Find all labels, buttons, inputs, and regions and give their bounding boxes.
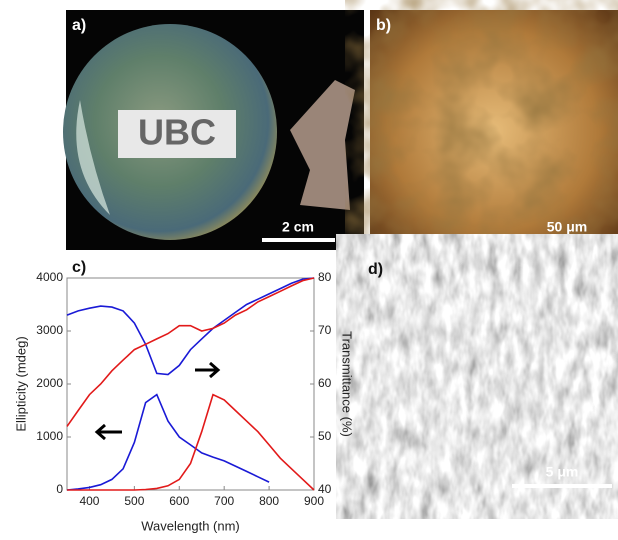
chart: 400 500 600 700 800 900 0 1000 2000 3000 4000 40 50 6…	[13, 270, 354, 533]
page: UBC a) 2 cm b) 50 μm d) 5 μm c) 40050060…	[0, 0, 618, 540]
y2-tick-label: 60	[318, 376, 332, 390]
y2-tick-label: 70	[318, 323, 332, 337]
x-tick-label: 700	[214, 494, 234, 508]
y2-tick-label: 40	[318, 482, 332, 496]
scale-bar-label: 5 μm	[546, 464, 579, 480]
y2-tick-label: 50	[318, 429, 332, 443]
scale-bar-label: 50 μm	[547, 219, 587, 235]
arrow-left	[97, 425, 122, 439]
x-axis-label: Wavelength (nm)	[141, 518, 240, 533]
series-line	[67, 278, 314, 426]
y-tick-label: 3000	[36, 323, 63, 337]
y-tick-label: 2000	[36, 376, 63, 390]
series-line	[67, 395, 314, 490]
arrow-right	[195, 363, 218, 377]
series-line	[67, 395, 269, 490]
x-tick-label: 600	[169, 494, 189, 508]
figure: UBC a) 2 cm b) 50 μm d) 5 μm c) 40050060…	[0, 0, 618, 535]
inset-text: UBC	[138, 112, 216, 153]
y-axis-label: Ellipticity (mdeg)	[13, 336, 28, 431]
x-tick-label: 800	[259, 494, 279, 508]
panel-label: c)	[72, 259, 86, 276]
y-tick-label: 1000	[36, 429, 63, 443]
panel-label: b)	[376, 17, 391, 34]
x-tick-label: 900	[304, 494, 324, 508]
y2-tick-label: 80	[318, 270, 332, 284]
panel-label: a)	[72, 17, 86, 34]
photo-d-texture	[362, 258, 618, 495]
plot-frame	[67, 278, 314, 490]
photo-b-texture	[370, 10, 618, 250]
scale-bar-label: 2 cm	[282, 219, 314, 235]
y-tick-label: 4000	[36, 270, 63, 284]
x-tick-label: 500	[124, 494, 144, 508]
y-tick-label: 0	[56, 482, 63, 496]
y2-axis-label: Transmittance (%)	[340, 331, 355, 437]
panel-label: d)	[368, 261, 383, 278]
x-tick-label: 400	[79, 494, 99, 508]
